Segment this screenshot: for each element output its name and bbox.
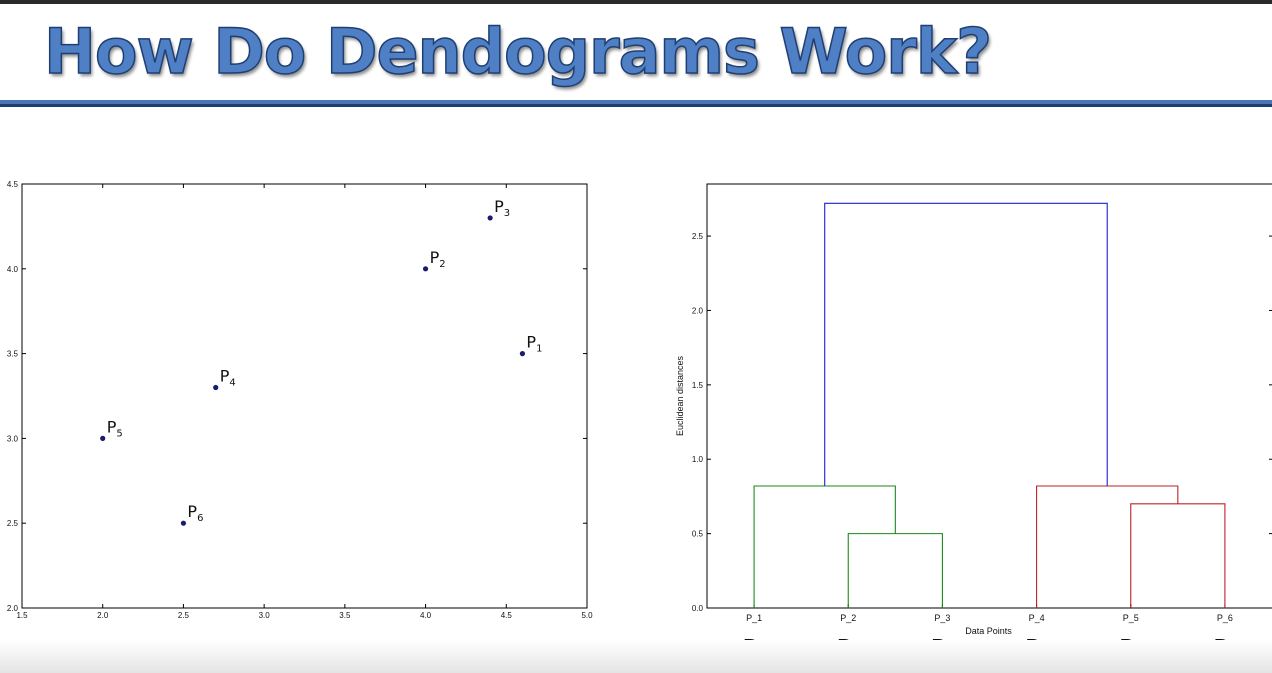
scatter-point [180, 520, 187, 526]
scatter-point [100, 435, 106, 441]
scatter-y-tick-label: 4.0 [7, 265, 19, 274]
scatter-y-tick-label: 3.0 [7, 434, 19, 443]
dendrogram-y-axis-label: Euclidean distances [675, 355, 685, 436]
dendrogram-y-tick-label: 2.0 [692, 306, 704, 315]
scatter-point-label: P3 [494, 197, 510, 219]
dendrogram-leaf-label: P_1 [746, 613, 762, 623]
scatter-point-label-letter: P [220, 367, 230, 386]
dendrogram-y-tick-label: 1.0 [692, 455, 704, 464]
scatter-point-label: P5 [107, 417, 123, 439]
scatter-point [487, 215, 493, 221]
scatter-point-label-subscript: 4 [229, 378, 235, 389]
dendrogram-leaf-label: P_2 [840, 613, 856, 623]
dendrogram-leaf-label: P_5 [1123, 613, 1139, 623]
scatter-x-tick-label: 1.5 [16, 611, 28, 620]
scatter-point-label: P6 [187, 502, 203, 524]
bottom-fade [0, 640, 1272, 673]
scatter-x-tick-label: 3.5 [339, 611, 351, 620]
scatter-x-tick-label: 5.0 [581, 611, 593, 620]
dendrogram-leaf-label: P_3 [934, 613, 950, 623]
scatter-point-label-subscript: 3 [504, 208, 510, 219]
scatter-y-tick-label: 2.0 [7, 604, 19, 613]
dendrogram-axes-frame [706, 183, 1272, 609]
dendrogram-y-tick-label: 0.5 [692, 530, 704, 539]
title-rule-shadow [0, 104, 1272, 107]
dendrogram-link [824, 202, 1108, 487]
dendrogram-y-tick-label: 0.0 [692, 604, 704, 613]
scatter-y-tick-label: 4.5 [7, 180, 19, 189]
scatter-point-label-subscript: 2 [439, 259, 445, 270]
scatter-point-label-subscript: 6 [197, 513, 203, 524]
scatter-point-label: P1 [526, 333, 542, 355]
dendrogram-x-axis-label: Data Points [965, 626, 1012, 636]
title-rule [0, 100, 1272, 104]
dendrogram-link [1130, 503, 1226, 608]
scatter-x-tick-label: 4.0 [420, 611, 432, 620]
dendrogram-y-tick-label: 1.5 [692, 381, 704, 390]
scatter-x-tick-label: 2.0 [97, 611, 109, 620]
scatter-x-tick-label: 2.5 [178, 611, 190, 620]
scatter-point-label-subscript: 1 [536, 344, 542, 355]
scatter-point-label-letter: P [526, 333, 536, 352]
scatter-point [519, 351, 526, 357]
slide-title: How Do Dendograms Work? [43, 14, 993, 89]
dendrogram-leaf-label: P_4 [1029, 613, 1045, 623]
scatter-y-tick-label: 2.5 [7, 519, 19, 528]
top-bar [0, 0, 1272, 4]
scatter-axes-frame [21, 183, 588, 609]
dendrogram-y-tick-label: 2.5 [692, 232, 704, 241]
scatter-point [213, 384, 219, 391]
dendrogram-leaf-label: P_6 [1217, 613, 1233, 623]
scatter-point [422, 266, 429, 272]
scatter-point-label-letter: P [430, 248, 440, 267]
scatter-point-label: P4 [220, 367, 236, 389]
scatter-point-label: P2 [430, 248, 446, 270]
scatter-x-tick-label: 3.0 [259, 611, 271, 620]
scatter-y-tick-label: 3.5 [7, 350, 19, 359]
scatter-point-label-letter: P [187, 502, 197, 521]
dendrogram-link [847, 533, 943, 608]
scatter-point-label-subscript: 5 [116, 428, 122, 439]
scatter-point-label-letter: P [494, 197, 504, 216]
scatter-point-label-letter: P [107, 417, 117, 436]
dendrogram-link [753, 485, 896, 608]
scatter-x-tick-label: 4.5 [501, 611, 513, 620]
